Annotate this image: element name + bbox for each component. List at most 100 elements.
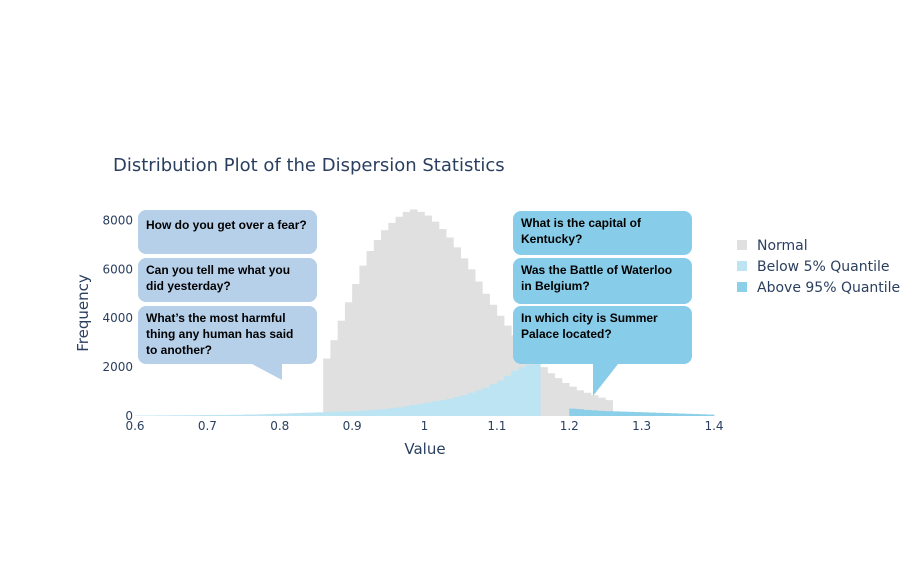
- histogram-bar: [446, 237, 454, 416]
- y-tick-label: 2000: [102, 360, 133, 374]
- histogram-bar: [221, 414, 230, 416]
- annotation-text: In which city is Summer Palace located?: [521, 311, 658, 341]
- histogram-bar: [272, 413, 281, 416]
- bubble-box: [513, 211, 692, 255]
- bubble-box: [138, 210, 317, 254]
- legend-item[interactable]: Above 95% Quantile: [737, 280, 900, 296]
- histogram-bar: [185, 415, 194, 416]
- annotation-bubble: What’s the most harmful thing any human h…: [138, 306, 317, 380]
- y-axis-ticks: 0 2000 4000 6000 8000: [102, 213, 133, 423]
- histogram-bar: [554, 378, 563, 416]
- histogram-bar: [641, 412, 650, 416]
- histogram-bar: [381, 230, 389, 416]
- x-axis-title: Value: [404, 440, 445, 458]
- histogram-bar: [229, 414, 237, 416]
- x-tick-label: 1.3: [632, 419, 651, 433]
- histogram-bar: [178, 415, 186, 416]
- histogram-bar: [482, 387, 490, 416]
- histogram-bars: [135, 209, 715, 416]
- histogram-bar: [482, 293, 490, 416]
- histogram-bar: [366, 251, 375, 416]
- histogram-bar: [200, 415, 208, 416]
- legend-item[interactable]: Normal: [737, 238, 808, 254]
- histogram-bar: [699, 414, 708, 416]
- histogram-bar: [258, 414, 266, 416]
- x-tick-label: 1: [421, 419, 429, 433]
- legend-swatch: [737, 282, 747, 292]
- histogram-bar: [540, 367, 548, 416]
- histogram-bar: [467, 392, 476, 416]
- histogram-bar: [583, 392, 592, 416]
- histogram-bar: [388, 408, 396, 416]
- annotation-bubble: How do you get over a fear?: [138, 210, 317, 254]
- annotation-text: What’s the most harmful thing any human h…: [146, 311, 293, 357]
- annotation-bubble: Can you tell me what you did yesterday?: [138, 258, 317, 302]
- x-tick-label: 0.8: [270, 419, 289, 433]
- histogram-bar: [576, 390, 585, 416]
- histogram-bar: [344, 302, 353, 416]
- histogram-bar: [417, 403, 425, 416]
- histogram-bar: [337, 411, 346, 416]
- histogram-bar: [171, 415, 179, 416]
- histogram-bar: [352, 284, 360, 416]
- histogram-bar: [373, 409, 382, 416]
- legend-label: Normal: [757, 238, 808, 254]
- bubble-box: [513, 306, 692, 364]
- bubble-box: [138, 306, 317, 364]
- histogram-bar: [453, 247, 461, 416]
- histogram-bar: [475, 390, 483, 416]
- series-2: [569, 408, 715, 416]
- legend-item[interactable]: Below 5% Quantile: [737, 259, 889, 275]
- histogram-bar: [192, 415, 201, 416]
- histogram-bar: [395, 407, 404, 416]
- histogram-bar: [417, 211, 425, 416]
- x-tick-label: 0.7: [198, 419, 217, 433]
- histogram-bar: [308, 412, 317, 416]
- histogram-bar: [562, 383, 570, 416]
- histogram-bar: [323, 358, 331, 416]
- histogram-bar: [663, 413, 671, 416]
- histogram-bar: [467, 269, 476, 416]
- x-axis-ticks: 0.6 0.7 0.8 0.9 1 1.1 1.2 1.3 1.4: [125, 419, 723, 433]
- legend-label: Above 95% Quantile: [757, 280, 900, 296]
- histogram-bar: [446, 398, 454, 416]
- histogram-bar: [475, 281, 483, 416]
- histogram-bar: [504, 375, 512, 416]
- histogram-bar: [504, 325, 512, 416]
- histogram-bar: [583, 409, 592, 416]
- bubble-pointer: [252, 364, 282, 380]
- histogram-bar: [337, 320, 346, 416]
- x-tick-label: 1.1: [487, 419, 506, 433]
- histogram-bar: [424, 402, 433, 416]
- histogram-bar: [402, 406, 411, 416]
- histogram-bar: [250, 414, 259, 416]
- histogram-bar: [511, 370, 519, 416]
- histogram-bar: [330, 411, 338, 416]
- legend[interactable]: Normal Below 5% Quantile Above 95% Quantil…: [737, 238, 900, 296]
- y-tick-label: 6000: [102, 262, 133, 276]
- histogram-bar: [207, 415, 215, 416]
- histogram-bar: [431, 221, 440, 416]
- histogram-bar: [279, 413, 288, 416]
- bubble-box: [513, 258, 692, 304]
- histogram-bar: [569, 386, 577, 416]
- histogram-bar: [460, 258, 469, 416]
- histogram-bar: [410, 209, 418, 416]
- annotation-text: What is the capital of Kentucky?: [521, 216, 642, 246]
- histogram-bar: [533, 363, 541, 416]
- histogram-bar: [489, 304, 498, 416]
- histogram-bar: [547, 373, 556, 416]
- histogram-bar: [373, 240, 382, 416]
- x-tick-label: 0.6: [125, 419, 144, 433]
- histogram-bar: [612, 411, 621, 416]
- histogram-bar: [634, 412, 642, 416]
- histogram-bar: [576, 409, 585, 416]
- y-tick-label: 8000: [102, 213, 133, 227]
- annotation-bubble: What is the capital of Kentucky?: [513, 211, 692, 255]
- x-tick-label: 1.4: [704, 419, 723, 433]
- annotation-text: How do you get over a fear?: [146, 218, 307, 232]
- bubble-box: [138, 258, 317, 302]
- histogram-bar: [590, 410, 599, 416]
- histogram-bar: [156, 415, 165, 416]
- annotation-text: Can you tell me what you did yesterday?: [146, 263, 290, 293]
